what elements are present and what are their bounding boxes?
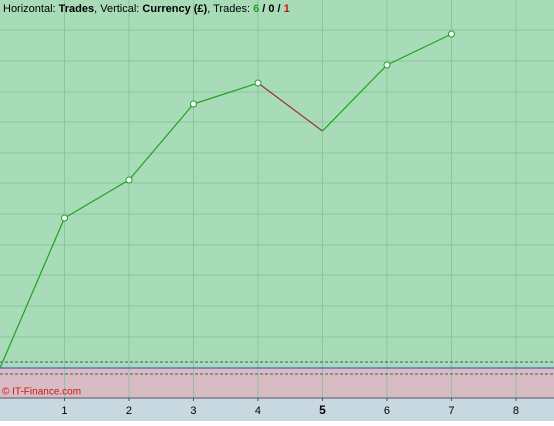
title-part: Trades <box>59 3 94 15</box>
title-part: 1 <box>284 3 290 15</box>
title-part: / <box>274 3 283 15</box>
title-part: Horizontal: <box>3 3 59 15</box>
title-part: / <box>259 3 268 15</box>
title-part: Currency (£) <box>142 3 207 15</box>
line-segment <box>64 179 130 219</box>
marker <box>254 79 262 87</box>
title-part: , Vertical: <box>94 3 142 15</box>
x-tick-label: 3 <box>190 405 196 417</box>
line-segment <box>128 103 194 181</box>
title-part: , Trades: <box>207 3 253 15</box>
x-tick-label: 1 <box>61 405 67 417</box>
line-segment <box>193 82 259 105</box>
marker <box>447 30 455 38</box>
line-segment <box>322 64 388 132</box>
line-segment <box>386 33 452 66</box>
title-part: 0 <box>268 3 274 15</box>
plot-area <box>0 0 554 398</box>
title-part: 6 <box>253 3 259 15</box>
chart-title: Horizontal: Trades, Vertical: Currency (… <box>3 3 290 15</box>
x-tick-label: 2 <box>126 405 132 417</box>
x-tick-label: 7 <box>448 405 454 417</box>
lines <box>0 30 455 369</box>
loss-zone <box>0 368 554 398</box>
watermark: © IT-Finance.com <box>2 387 81 398</box>
marker <box>60 214 68 222</box>
marker <box>383 61 391 69</box>
x-tick-label: 4 <box>255 405 261 417</box>
marker <box>189 100 197 108</box>
marker <box>125 176 133 184</box>
x-tick-label: 5 <box>319 403 326 417</box>
x-tick-label: 8 <box>513 405 519 417</box>
x-tick-label: 6 <box>384 405 390 417</box>
line-segment <box>257 82 323 132</box>
grid <box>0 0 554 401</box>
line-segment <box>0 217 66 369</box>
